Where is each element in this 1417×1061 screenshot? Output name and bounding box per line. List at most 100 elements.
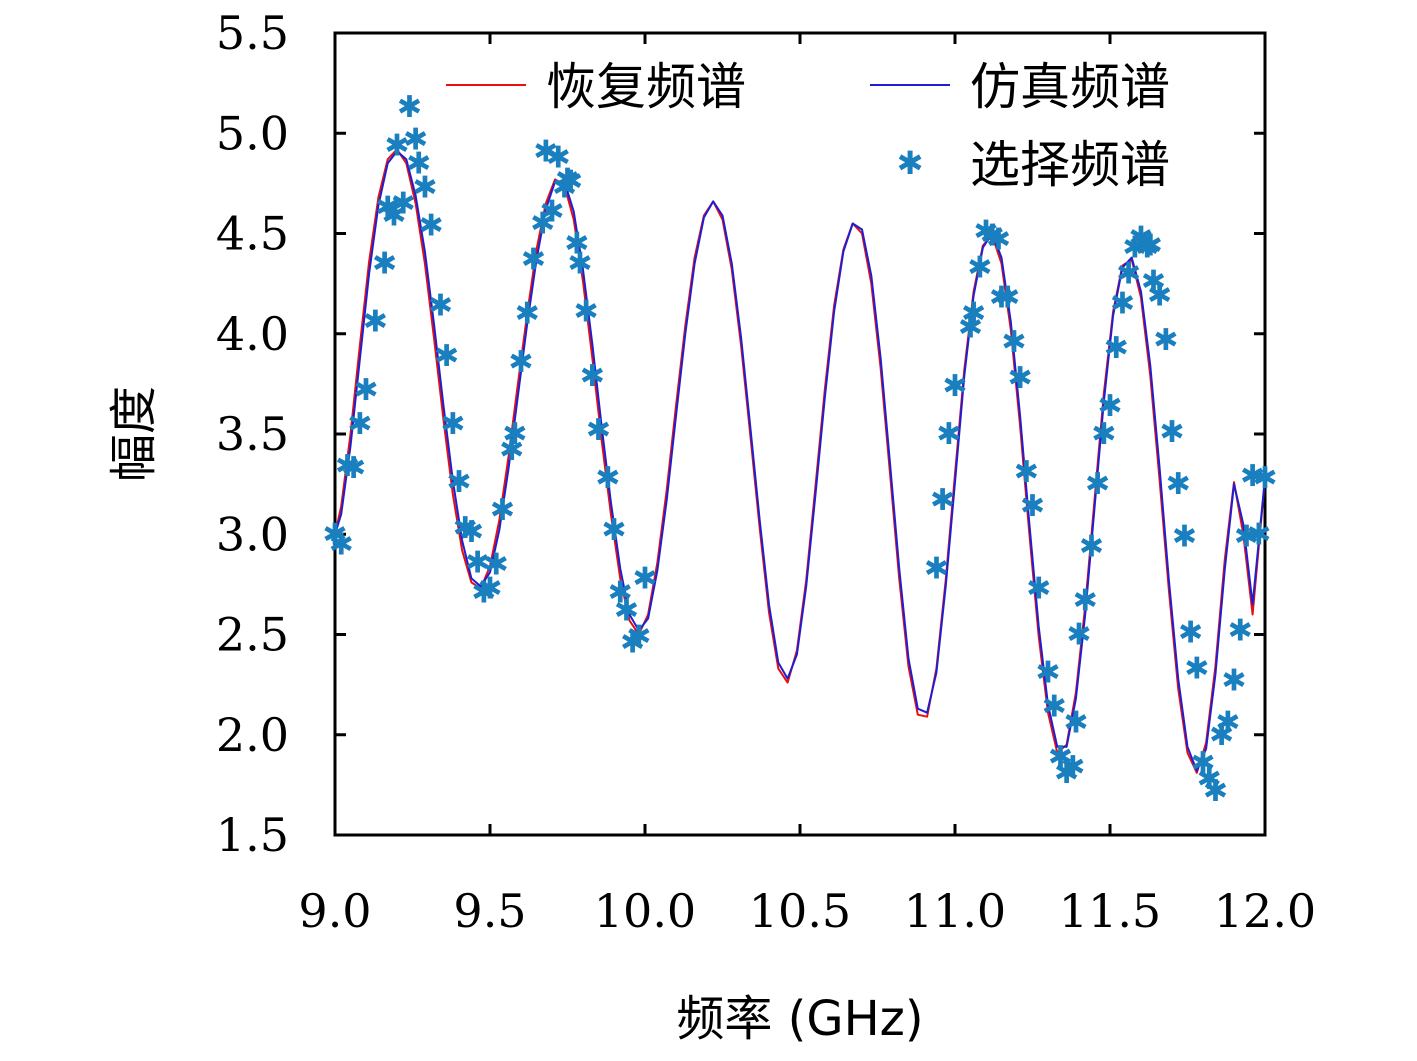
selected-point: ✱ <box>1079 529 1104 564</box>
selected-point: ✱ <box>1066 618 1091 653</box>
selected-point: ✱ <box>1172 519 1197 554</box>
selected-point: ✱ <box>434 339 459 374</box>
selected-point: ✱ <box>924 551 949 586</box>
selected-point: ✱ <box>1073 583 1098 618</box>
selected-point: ✱ <box>567 247 592 282</box>
x-tick-label: 11.5 <box>1059 884 1161 938</box>
selected-point: ✱ <box>1054 756 1079 791</box>
selected-point: ✱ <box>1138 229 1163 264</box>
selected-point: ✱ <box>1128 221 1153 256</box>
selected-point: ✱ <box>419 209 444 244</box>
y-tick-label: 5.0 <box>216 106 289 160</box>
selected-point: ✱ <box>459 515 484 550</box>
selected-point: ✱ <box>508 345 533 380</box>
selected-point: ✱ <box>1110 287 1135 322</box>
selected-point: ✱ <box>961 297 986 332</box>
selected-point: ✱ <box>533 134 558 169</box>
y-axis-title: 幅度 <box>106 386 162 482</box>
selected-point: ✱ <box>1042 690 1067 725</box>
selected-point: ✱ <box>1135 231 1160 266</box>
selected-point: ✱ <box>1014 455 1039 490</box>
selected-point: ✱ <box>930 483 955 518</box>
selected-point: ✱ <box>397 90 422 125</box>
y-tick-label: 1.5 <box>216 808 289 862</box>
series-layer: ✱✱✱✱✱✱✱✱✱✱✱✱✱✱✱✱✱✱✱✱✱✱✱✱✱✱✱✱✱✱✱✱✱✱✱✱✱✱✱✱… <box>322 90 1277 809</box>
selected-point: ✱ <box>1008 361 1033 396</box>
selected-point: ✱ <box>989 281 1014 316</box>
selected-point: ✱ <box>353 373 378 408</box>
legend-label-simulated: 仿真频谱 <box>970 58 1170 116</box>
legend-label-selected: 选择频谱 <box>970 136 1170 194</box>
selected-point: ✱ <box>471 575 496 610</box>
x-tick-label: 12.0 <box>1214 884 1316 938</box>
selected-point: ✱ <box>1020 489 1045 524</box>
selected-point: ✱ <box>552 170 577 205</box>
selected-point: ✱ <box>363 305 388 340</box>
selected-point: ✱ <box>1215 706 1240 741</box>
selected-point: ✱ <box>322 517 347 552</box>
selected-point: ✱ <box>484 547 509 582</box>
selected-point: ✱ <box>530 207 555 242</box>
selected-point: ✱ <box>335 449 360 484</box>
x-tick-label: 9.5 <box>453 884 526 938</box>
selected-point: ✱ <box>499 433 524 468</box>
selected-point: ✱ <box>1234 519 1259 554</box>
selected-point: ✱ <box>428 289 453 324</box>
selected-point: ✱ <box>558 164 583 199</box>
selected-point: ✱ <box>453 511 478 546</box>
selected-point: ✱ <box>986 223 1011 258</box>
selected-point: ✱ <box>372 247 397 282</box>
y-tick-label: 3.0 <box>216 507 289 561</box>
selected-point: ✱ <box>574 295 599 330</box>
selected-point: ✱ <box>403 122 428 157</box>
selected-point: ✱ <box>1104 331 1129 366</box>
selected-point: ✱ <box>1203 774 1228 809</box>
selected-point: ✱ <box>586 413 611 448</box>
selected-point: ✱ <box>1252 461 1277 496</box>
selected-point: ✱ <box>375 190 400 225</box>
selected-point: ✱ <box>980 219 1005 254</box>
legend-label-recovered: 恢复频谱 <box>546 58 746 116</box>
series-line-simulated <box>334 150 1266 772</box>
y-tick-label: 3.5 <box>216 407 289 461</box>
selected-point: ✱ <box>967 251 992 286</box>
x-tick-label: 10.5 <box>749 884 851 938</box>
selected-point: ✱ <box>1085 467 1110 502</box>
y-tick-label: 5.5 <box>216 6 289 60</box>
selected-point: ✱ <box>1221 664 1246 699</box>
selected-point: ✱ <box>564 227 589 262</box>
selected-point: ✱ <box>1159 415 1184 450</box>
selected-point: ✱ <box>620 626 645 661</box>
selected-point: ✱ <box>546 140 571 175</box>
selected-point: ✱ <box>1197 762 1222 797</box>
selected-point: ✱ <box>1141 265 1166 300</box>
selected-point: ✱ <box>1240 459 1265 494</box>
selected-point: ✱ <box>391 186 416 221</box>
selected-point: ✱ <box>632 561 657 596</box>
x-tick-label: 10.0 <box>594 884 696 938</box>
selected-point: ✱ <box>406 146 431 181</box>
selected-point: ✱ <box>1097 389 1122 424</box>
selected-point: ✱ <box>1178 616 1203 651</box>
y-tick-label: 4.5 <box>216 207 289 261</box>
selected-point: ✱ <box>1184 652 1209 687</box>
selected-point: ✱ <box>608 575 633 610</box>
selected-point: ✱ <box>515 297 540 332</box>
selected-point: ✱ <box>555 162 580 197</box>
selected-point: ✱ <box>502 417 527 452</box>
y-tick-label: 2.0 <box>216 708 289 762</box>
selected-point: ✱ <box>1063 706 1088 741</box>
selected-point: ✱ <box>1026 571 1051 606</box>
selected-point: ✱ <box>626 620 651 655</box>
selected-point: ✱ <box>1166 467 1191 502</box>
selected-point: ✱ <box>1246 517 1271 552</box>
selected-point: ✱ <box>1190 746 1215 781</box>
selected-point: ✱ <box>347 407 372 442</box>
tick-labels: 9.0 9.5 10.0 10.5 11.0 11.5 12.0 1.5 2.0 2.5 3.0 3.… <box>216 6 1316 938</box>
selected-point: ✱ <box>995 281 1020 316</box>
x-axis-title: 频率 (GHz) <box>676 991 923 1047</box>
selected-point: ✱ <box>942 369 967 404</box>
selected-point: ✱ <box>936 417 961 452</box>
